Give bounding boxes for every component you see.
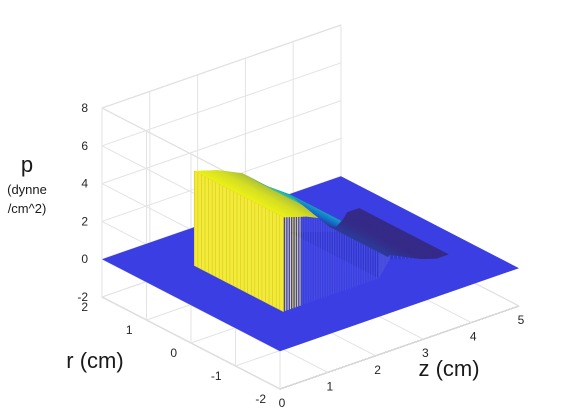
y-tick-label: 2 (81, 300, 88, 314)
y-axis-label: r (cm) (66, 348, 123, 373)
tick-labels: 0 1 2 3 4 5 2 1 0 -1 -2 8 6 4 2 0 -2 (77, 101, 524, 410)
y-tick-label: -2 (255, 392, 266, 406)
z-tick-label: 6 (81, 139, 88, 153)
z-tick-label: 4 (81, 177, 88, 191)
x-tick-label: 3 (422, 346, 429, 360)
stenosis-dip (289, 212, 437, 279)
y-tick-label: 0 (170, 346, 177, 360)
x-tick-label: 0 (279, 396, 286, 410)
base-surface (102, 176, 519, 352)
surface-patch (356, 208, 449, 256)
x-tick-label: 1 (326, 379, 333, 393)
grid-line (101, 62, 342, 147)
x-tick-label: 4 (470, 330, 477, 344)
y-tick-label: -1 (211, 369, 222, 383)
grid-line (101, 100, 342, 185)
x-tick-label: 5 (518, 313, 525, 327)
z-axis-label-unit-line1: (dynne (7, 182, 47, 197)
x-tick-label: 2 (374, 363, 381, 377)
z-tick-label: 8 (81, 101, 88, 115)
y-tick-label: 1 (126, 323, 133, 337)
x-axis-label: z (cm) (418, 356, 479, 381)
grid-line (279, 305, 520, 390)
grid-line (101, 24, 342, 109)
z-tick-label: -2 (77, 290, 88, 304)
pressure-surface (102, 170, 519, 352)
z-axis-label-unit-line2: /cm^2) (8, 201, 47, 216)
z-tick-label: 0 (81, 252, 88, 266)
z-axis-label-symbol: p (21, 152, 33, 177)
z-tick-label: 2 (81, 214, 88, 228)
